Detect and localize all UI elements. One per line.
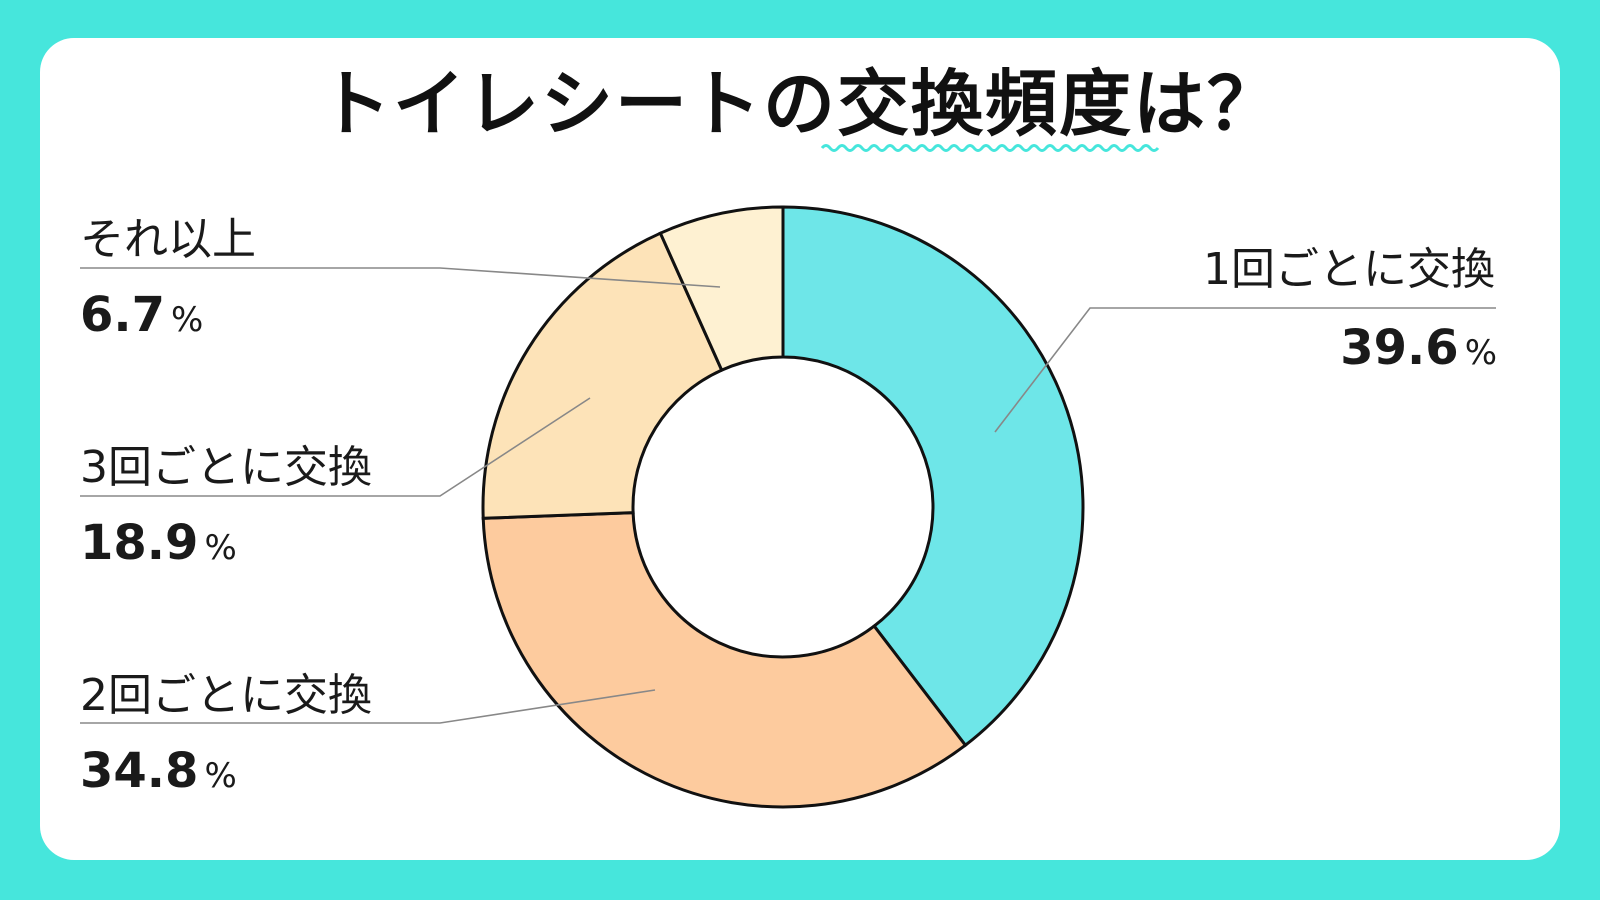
leader-line-4 [80,267,721,288]
donut-slice-4 [658,205,785,373]
leader-line-1 [994,307,1496,433]
slice-label-3: 3回ごとに交換 [80,442,372,493]
slice-value-3: 18.9% [80,515,237,571]
donut-slice-2 [481,511,968,809]
slice-label-2: 2回ごとに交換 [80,670,372,721]
donut-slice-3 [481,231,724,520]
title-wrap: トイレシートの交換頻度は？ [0,58,1600,150]
chart-title: トイレシートの交換頻度は？ [318,62,1281,146]
leader-line-3 [80,397,591,497]
slice-value-4: 6.7% [80,287,204,343]
slice-value-1: 39.6% [1340,320,1497,376]
leader-line-2 [80,689,656,724]
slice-value-2: 34.8% [80,743,237,799]
slice-label-1: 1回ごとに交換 [1203,244,1495,295]
donut-slice-1 [781,205,1085,748]
slice-label-4: それ以上 [80,214,256,265]
